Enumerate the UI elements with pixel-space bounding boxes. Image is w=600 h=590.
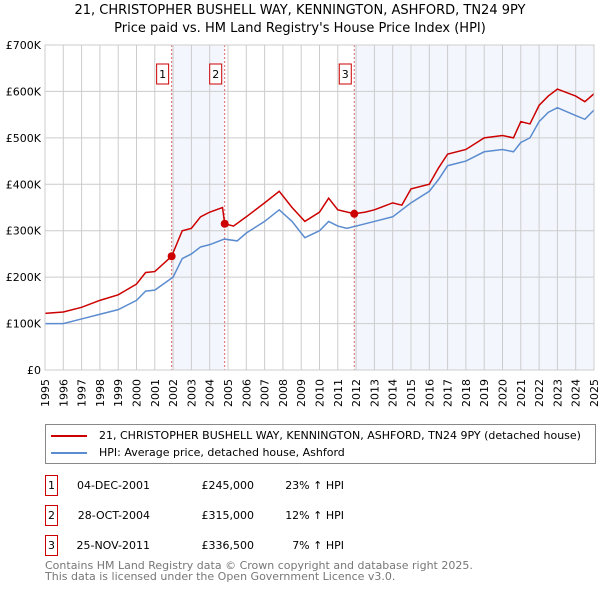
- x-tick-label: 2015: [405, 379, 418, 407]
- legend-label: 21, CHRISTOPHER BUSHELL WAY, KENNINGTON,…: [99, 429, 581, 442]
- transaction-price: £315,000: [201, 509, 255, 522]
- sale-marker-label: 2: [212, 68, 219, 81]
- transaction-price: £336,500: [201, 539, 255, 552]
- footer-line: Contains HM Land Registry data © Crown c…: [45, 559, 473, 572]
- y-tick-label: £400K: [6, 178, 42, 191]
- transaction-date: 04-DEC-2001: [76, 479, 150, 492]
- x-tick-label: 2016: [423, 379, 436, 407]
- x-tick-label: 1999: [112, 379, 125, 407]
- transaction-row: 2 28-OCT-2004 £315,000 12% ↑ HPI: [45, 505, 344, 526]
- sale-marker-box: [338, 63, 352, 85]
- transaction-row: 1 04-DEC-2001 £245,000 23% ↑ HPI: [45, 475, 344, 496]
- legend-item-hpi: HPI: Average price, detached house, Ashf…: [46, 446, 345, 459]
- x-tick-label: 2009: [295, 379, 308, 407]
- x-tick-label: 2001: [149, 379, 162, 407]
- transaction-date: 25-NOV-2011: [76, 539, 150, 552]
- x-tick-label: 2021: [515, 379, 528, 407]
- y-tick-label: £500K: [6, 132, 42, 145]
- transaction-number: 3: [45, 535, 58, 556]
- transaction-date: 28-OCT-2004: [77, 509, 150, 522]
- plot-frame: [44, 44, 595, 371]
- chart-subtitle: Price paid vs. HM Land Registry's House …: [114, 21, 486, 36]
- transaction-hpi-diff: 7% ↑ HPI: [292, 539, 344, 552]
- x-tick-label: 2005: [222, 379, 235, 407]
- transaction-number: 2: [45, 505, 58, 526]
- legend-swatch-blue: [51, 451, 87, 454]
- sale-marker-box: [209, 63, 223, 85]
- x-tick-label: 1996: [57, 379, 70, 407]
- x-tick-label: 2025: [588, 379, 600, 407]
- x-tick-label: 2019: [478, 379, 491, 407]
- transaction-number: 1: [45, 475, 58, 496]
- y-tick-label: £600K: [6, 85, 42, 98]
- x-tick-label: 2008: [277, 379, 290, 407]
- x-tick-label: 2004: [204, 379, 217, 407]
- y-tick-label: £0: [27, 364, 41, 377]
- x-tick-label: 2000: [131, 379, 144, 407]
- x-tick-label: 1995: [39, 379, 52, 407]
- transaction-hpi-diff: 12% ↑ HPI: [285, 509, 344, 522]
- y-tick-label: £700K: [6, 39, 42, 52]
- x-tick-label: 2010: [314, 379, 327, 407]
- x-tick-label: 2007: [259, 379, 272, 407]
- sale-point: [167, 252, 176, 261]
- sale-point: [350, 209, 359, 218]
- y-tick-label: £100K: [6, 318, 42, 331]
- sale-point: [220, 219, 229, 228]
- footer-line: This data is licensed under the Open Gov…: [45, 570, 396, 583]
- legend-label: HPI: Average price, detached house, Ashf…: [99, 446, 345, 459]
- shaded-region: [171, 45, 225, 370]
- legend-swatch-red: [51, 434, 87, 437]
- legend: 21, CHRISTOPHER BUSHELL WAY, KENNINGTON,…: [45, 424, 596, 464]
- x-tick-label: 2002: [167, 379, 180, 407]
- shaded-region: [354, 45, 594, 370]
- x-tick-label: 2003: [185, 379, 198, 407]
- x-tick-label: 2023: [551, 379, 564, 407]
- x-tick-label: 2020: [497, 379, 510, 407]
- x-tick-label: 2013: [368, 379, 381, 407]
- y-tick-label: £200K: [6, 271, 42, 284]
- transaction-hpi-diff: 23% ↑ HPI: [285, 479, 344, 492]
- transaction-row: 3 25-NOV-2011 £336,500 7% ↑ HPI: [45, 535, 344, 556]
- transaction-price: £245,000: [201, 479, 255, 492]
- price-line: [44, 88, 595, 315]
- y-tick-label: £300K: [6, 225, 42, 238]
- x-tick-label: 2014: [387, 379, 400, 407]
- x-tick-label: 2018: [460, 379, 473, 407]
- x-tick-label: 1998: [94, 379, 107, 407]
- x-tick-label: 2011: [332, 379, 345, 407]
- hpi-line: [45, 106, 595, 325]
- x-tick-label: 2022: [533, 379, 546, 407]
- x-tick-label: 2012: [350, 379, 363, 407]
- price-chart: 1995 1996 1997 1998 1999 2000 2001 2002 2003 2004…: [6, 39, 600, 407]
- sale-marker-box: [156, 63, 170, 85]
- chart-title: 21, CHRISTOPHER BUSHELL WAY, KENNINGTON,…: [74, 3, 526, 18]
- footer: Contains HM Land Registry data © Crown c…: [45, 560, 473, 582]
- legend-item-property: 21, CHRISTOPHER BUSHELL WAY, KENNINGTON,…: [46, 429, 581, 442]
- x-tick-label: 2024: [570, 379, 583, 407]
- sale-marker-label: 1: [159, 68, 166, 81]
- sale-marker-label: 3: [342, 68, 349, 81]
- x-tick-label: 1997: [76, 379, 89, 407]
- x-tick-label: 2006: [240, 379, 253, 407]
- x-tick-label: 2017: [442, 379, 455, 407]
